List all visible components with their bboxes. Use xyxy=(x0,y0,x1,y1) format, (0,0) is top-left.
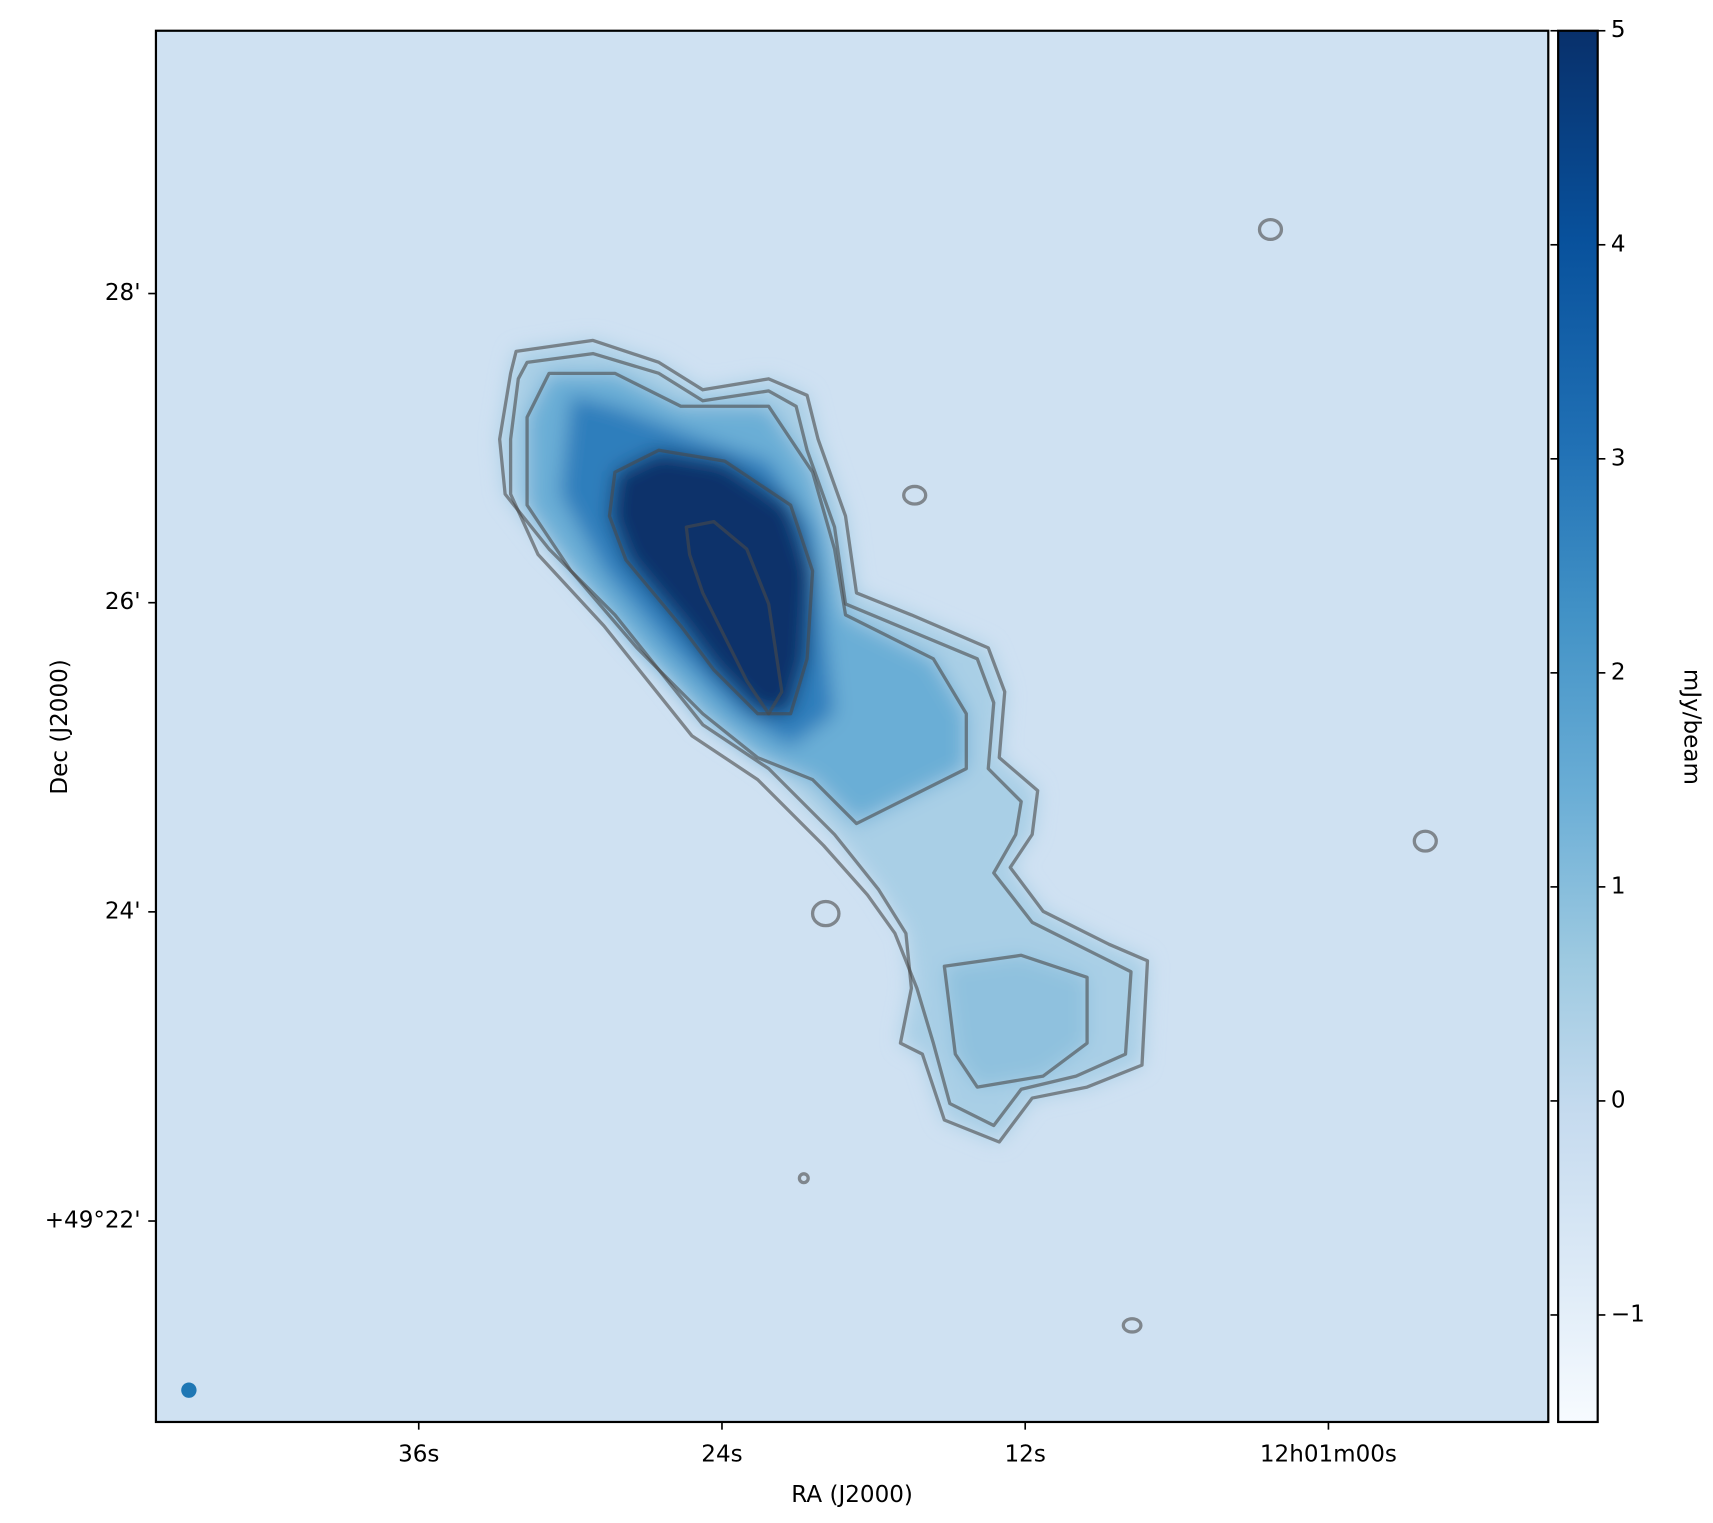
image xyxy=(155,30,1549,1422)
y-tick-label: 26' xyxy=(105,589,141,615)
colorbar-tick-label: 5 xyxy=(1611,17,1626,43)
x-tick-label: 24s xyxy=(701,1441,742,1467)
plot-frame xyxy=(154,29,1550,1424)
colorbar xyxy=(1557,29,1599,1424)
y-tick-label: 24' xyxy=(105,898,141,924)
colorbar-tick-label: 1 xyxy=(1611,873,1626,899)
colorbar-tick-label: 0 xyxy=(1611,1087,1626,1113)
colorbar-label: mJy/beam xyxy=(1679,669,1705,785)
colorbar-tick-label: 4 xyxy=(1611,231,1626,257)
colorbar-tick-label: −1 xyxy=(1611,1301,1645,1327)
y-axis-label: Dec (J2000) xyxy=(47,659,73,794)
x-tick-label: 12s xyxy=(1005,1441,1046,1467)
beam xyxy=(181,1382,197,1398)
colorbar-tick-label: 2 xyxy=(1611,659,1626,685)
y-tick-label: +49°22' xyxy=(45,1208,141,1234)
contours xyxy=(497,217,1438,1334)
colorbar-tick-label: 3 xyxy=(1611,445,1626,471)
x-tick-label: 12h01m00s xyxy=(1260,1441,1397,1467)
x-tick-label: 36s xyxy=(398,1441,439,1467)
x-axis-label: RA (J2000) xyxy=(791,1482,913,1508)
y-tick-label: 28' xyxy=(105,280,141,306)
